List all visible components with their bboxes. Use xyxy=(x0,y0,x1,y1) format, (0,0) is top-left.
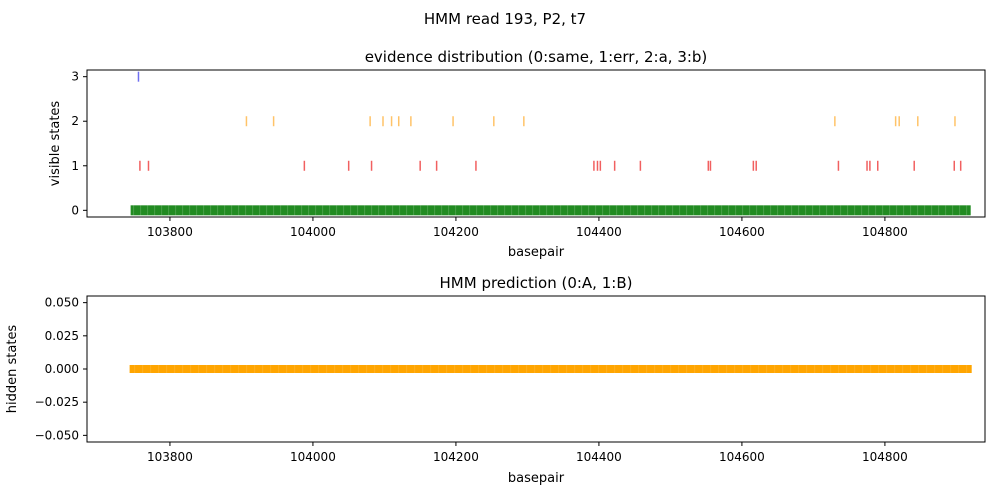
prediction-panel: HMM prediction (0:A, 1:B) 103800 104000 10… xyxy=(5,274,986,486)
prediction-x-ticks: 103800 104000 104200 104400 104600 104800 xyxy=(147,442,908,464)
evidence-x-tick-label: 103800 xyxy=(147,225,193,239)
prediction-state-0-marks xyxy=(129,365,972,373)
evidence-x-tick-label: 104200 xyxy=(433,225,479,239)
prediction-marks xyxy=(129,365,972,373)
prediction-y-tick-label: 0.050 xyxy=(45,296,79,310)
evidence-y-tick-label: 0 xyxy=(71,203,79,217)
evidence-y-axis-label: visible states xyxy=(48,101,63,187)
prediction-y-tick-label: −0.050 xyxy=(35,428,79,442)
evidence-y-tick-label: 2 xyxy=(71,114,79,128)
prediction-x-axis-label: basepair xyxy=(508,471,565,486)
evidence-plot-frame xyxy=(86,69,986,218)
prediction-x-tick-label: 104200 xyxy=(433,450,479,464)
evidence-marks xyxy=(130,71,971,216)
prediction-y-tick-label: 0.025 xyxy=(45,329,79,343)
evidence-state-0-marks xyxy=(130,205,971,216)
prediction-y-ticks: −0.050 −0.025 0.000 0.025 0.050 xyxy=(35,296,87,442)
evidence-x-tick-label: 104000 xyxy=(290,225,336,239)
prediction-y-tick-label: −0.025 xyxy=(35,395,79,409)
evidence-y-tick-label: 1 xyxy=(71,159,79,173)
evidence-x-tick-label: 104400 xyxy=(576,225,622,239)
evidence-y-ticks: 0 1 2 3 xyxy=(71,70,87,217)
prediction-panel-title: HMM prediction (0:A, 1:B) xyxy=(440,274,633,292)
prediction-x-tick-label: 103800 xyxy=(147,450,193,464)
evidence-x-tick-label: 104600 xyxy=(719,225,765,239)
evidence-y-tick-label: 3 xyxy=(71,70,79,84)
evidence-x-ticks: 103800 104000 104200 104400 104600 104800 xyxy=(147,217,908,239)
evidence-x-tick-label: 104800 xyxy=(862,225,908,239)
evidence-panel-title: evidence distribution (0:same, 1:err, 2:… xyxy=(365,48,708,66)
figure-suptitle: HMM read 193, P2, t7 xyxy=(424,10,586,28)
evidence-x-axis-label: basepair xyxy=(508,245,565,260)
prediction-x-tick-label: 104000 xyxy=(290,450,336,464)
prediction-x-tick-label: 104400 xyxy=(576,450,622,464)
prediction-y-axis-label: hidden states xyxy=(5,325,20,414)
prediction-x-tick-label: 104800 xyxy=(862,450,908,464)
prediction-y-tick-label: 0.000 xyxy=(45,362,79,376)
prediction-x-tick-label: 104600 xyxy=(719,450,765,464)
evidence-panel: evidence distribution (0:same, 1:err, 2:… xyxy=(48,48,986,260)
